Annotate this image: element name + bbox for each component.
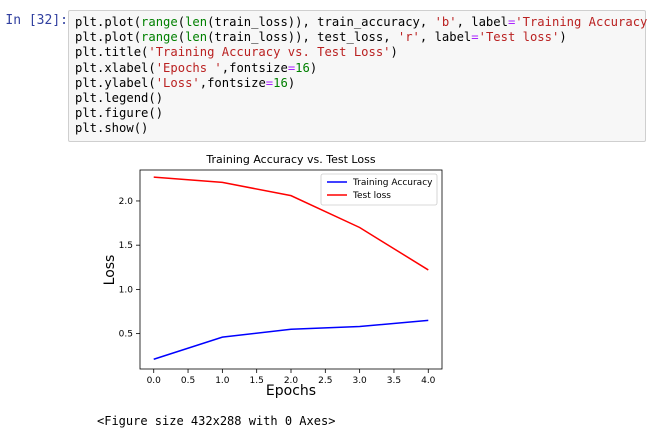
x-tick-label: 2.0 xyxy=(284,376,299,386)
legend: Training Accuracy Test loss xyxy=(320,173,438,206)
code-line: plt.xlabel('Epochs ',fontsize=16) xyxy=(75,60,318,75)
legend-label-test-loss: Test loss xyxy=(352,191,391,201)
code-line: plt.legend() xyxy=(75,91,164,106)
chart-title: Training Accuracy vs. Test Loss xyxy=(205,153,375,166)
y-axis: 0.5 1.0 1.5 2.0 xyxy=(119,197,140,340)
code-line: plt.show() xyxy=(75,121,149,136)
x-tick-label: 1.5 xyxy=(250,376,264,386)
figure-size-output: <Figure size 432x288 with 0 Axes> xyxy=(97,414,336,428)
x-tick-label: 0.5 xyxy=(181,376,195,386)
cell-prompt: In [32]: xyxy=(5,13,68,28)
code-line: plt.plot(range(len(train_loss)), test_lo… xyxy=(75,30,567,45)
x-tick-label: 3.0 xyxy=(352,376,367,386)
x-tick-label: 1.0 xyxy=(215,376,230,386)
code-line: plt.title('Training Accuracy vs. Test Lo… xyxy=(75,45,398,60)
code-line: plt.plot(range(len(train_loss)), train_a… xyxy=(75,15,648,29)
x-tick-label: 2.5 xyxy=(318,376,332,386)
y-tick-label: 2.0 xyxy=(119,197,134,207)
output-figure: Training Accuracy vs. Test Loss 0.0 0.5 1.… xyxy=(98,148,448,410)
code-editor[interactable]: plt.plot(range(len(train_loss)), train_a… xyxy=(75,15,648,137)
code-cell[interactable]: plt.plot(range(len(train_loss)), train_a… xyxy=(68,10,648,142)
code-line: plt.ylabel('Loss',fontsize=16) xyxy=(75,75,296,90)
x-tick-label: 0.0 xyxy=(147,376,162,386)
series-lines xyxy=(153,176,429,360)
legend-box xyxy=(320,173,438,206)
x-tick-label: 4.0 xyxy=(421,376,436,386)
code-line: plt.figure() xyxy=(75,106,164,121)
y-tick-label: 1.0 xyxy=(119,285,134,295)
legend-label-training-accuracy: Training Accuracy xyxy=(352,178,433,188)
y-tick-label: 1.5 xyxy=(119,241,133,251)
line-chart: Training Accuracy vs. Test Loss 0.0 0.5 1.… xyxy=(102,153,443,399)
x-axis: 0.0 0.5 1.0 1.5 2.0 2.5 3.0 3.5 4.0 xyxy=(147,369,436,386)
y-tick-label: 0.5 xyxy=(119,330,133,340)
series-line-test-loss xyxy=(153,176,429,271)
series-line-training-accuracy xyxy=(153,319,429,360)
y-axis-label: Loss xyxy=(102,255,118,286)
x-tick-label: 3.5 xyxy=(387,376,401,386)
x-axis-label: Epochs xyxy=(266,383,316,399)
